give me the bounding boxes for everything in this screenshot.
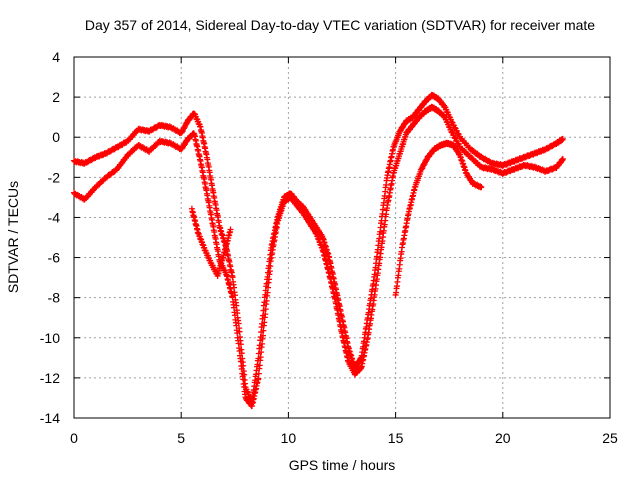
x-tick-labels: 0 5 10 15 20 25 — [70, 430, 618, 446]
data-point — [559, 155, 566, 162]
data-point — [559, 135, 566, 142]
data-point — [227, 226, 234, 233]
y-tick-label: -12 — [40, 370, 60, 386]
y-tick-label: -10 — [40, 330, 60, 346]
y-tick-label: -6 — [48, 250, 61, 266]
series-partial-b — [392, 139, 485, 298]
x-tick-label: 15 — [388, 430, 404, 446]
y-tick-label: -4 — [48, 209, 61, 225]
plot-frame — [73, 56, 611, 419]
y-tick-label: -2 — [48, 169, 61, 185]
y-tick-labels: -14 -12 -10 -8 -6 -4 -2 0 2 4 — [40, 49, 60, 426]
x-tick-label: 20 — [495, 430, 511, 446]
x-axis-label: GPS time / hours — [289, 457, 396, 473]
x-tick-label: 25 — [602, 430, 618, 446]
series-lower — [71, 103, 566, 410]
data-point — [478, 184, 485, 191]
y-tick-label: 2 — [52, 89, 60, 105]
x-tick-label: 0 — [70, 430, 78, 446]
y-tick-label: 0 — [52, 129, 60, 145]
series-upper — [71, 91, 566, 405]
grid — [74, 57, 610, 418]
axis-ticks — [73, 56, 611, 419]
y-tick-label: -14 — [40, 410, 60, 426]
x-tick-label: 5 — [177, 430, 185, 446]
chart-title: Day 357 of 2014, Sidereal Day-to-day VTE… — [85, 17, 595, 33]
data-points — [71, 91, 566, 410]
series-partial-a — [188, 205, 234, 279]
x-tick-label: 10 — [281, 430, 297, 446]
y-axis-label: SDTVAR / TECUs — [5, 181, 21, 293]
y-tick-label: 4 — [52, 49, 60, 65]
y-tick-label: -8 — [48, 290, 61, 306]
